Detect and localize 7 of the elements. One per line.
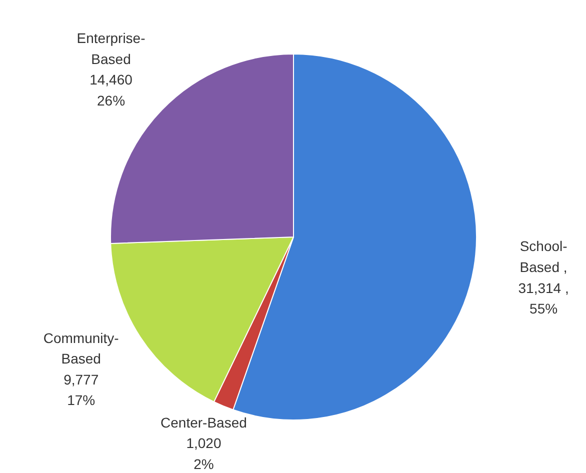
slice-label: Community-Based [43,330,120,367]
slice-label: Enterprise-Based [76,30,146,67]
slice-label: Center-Based [160,414,247,430]
data-label: 1,020 2% [186,435,222,472]
slice-label: School-Based , 31,314 , 55% [518,238,569,317]
data-label: 9,777 17% [64,371,99,408]
data-label: 14,460 26% [90,72,133,108]
